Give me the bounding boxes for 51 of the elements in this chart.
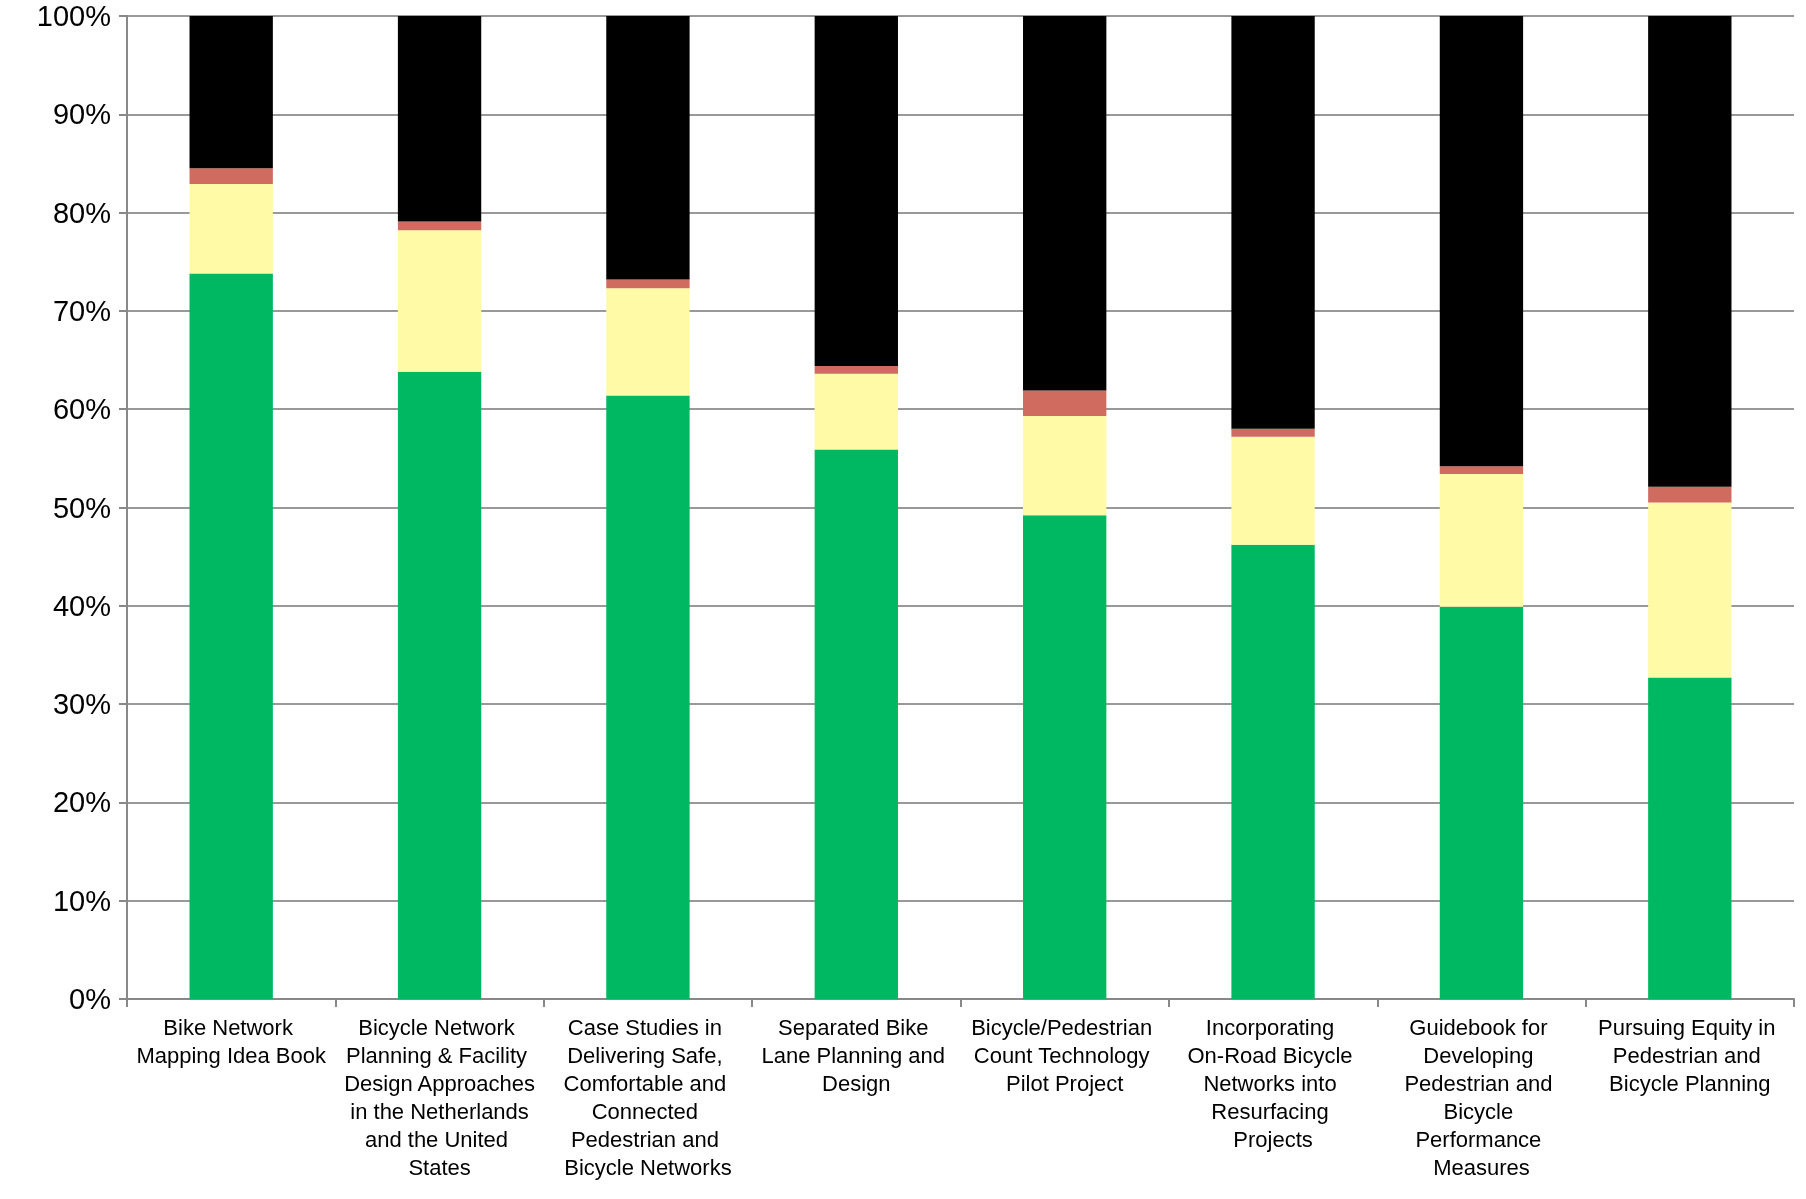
bar bbox=[1231, 16, 1315, 429]
y-tick-label: 90% bbox=[52, 98, 111, 131]
bar bbox=[1023, 416, 1107, 516]
y-tick-label: 40% bbox=[52, 589, 111, 622]
y-tick-label: 60% bbox=[52, 393, 111, 426]
y-tick-label: 0% bbox=[69, 983, 111, 1015]
bar bbox=[1439, 474, 1524, 607]
bar bbox=[606, 288, 690, 396]
bar bbox=[1648, 486, 1732, 503]
y-tick-label: 80% bbox=[52, 196, 111, 229]
y-tick-label: 20% bbox=[52, 786, 111, 819]
bar bbox=[814, 449, 898, 999]
x-tick-label: Bicycle Network Planning & Facility Design Approaches in the Netherlands and the United States bbox=[344, 1014, 535, 1180]
bar bbox=[814, 16, 898, 366]
bar bbox=[189, 16, 273, 169]
bar bbox=[1648, 16, 1732, 487]
bar bbox=[1231, 428, 1315, 437]
bar bbox=[814, 365, 898, 374]
bar bbox=[814, 373, 898, 450]
x-tick-label: Bike Network Mapping Idea Book bbox=[136, 1014, 327, 1068]
bar bbox=[397, 16, 482, 222]
x-tick-label: Separated Bike Lane Planning and Design bbox=[761, 1014, 952, 1096]
bar bbox=[606, 395, 690, 999]
bar bbox=[189, 168, 273, 185]
bar bbox=[397, 230, 482, 372]
bar bbox=[1023, 515, 1107, 999]
bar bbox=[1231, 544, 1315, 999]
x-tick-label: Incorporating On-Road Bicycle Networks into Resurfacing Projects bbox=[1187, 1014, 1359, 1152]
bar bbox=[1439, 16, 1524, 467]
x-tick-label: Pursuing Equity in Pedestrian and Bicycle Planning bbox=[1598, 1014, 1782, 1096]
y-tick-label: 30% bbox=[52, 688, 111, 721]
bar bbox=[1439, 466, 1524, 475]
x-tick-label: Bicycle/Pedestrian Count Technology Pilot Project bbox=[971, 1014, 1159, 1096]
y-tick-label: 70% bbox=[52, 294, 111, 327]
bar bbox=[1648, 677, 1732, 999]
bar bbox=[397, 221, 482, 231]
bar bbox=[189, 273, 273, 999]
x-tick-label: Guidebook for Developing Pedestrian and Bicycle Performance Measures bbox=[1404, 1014, 1559, 1180]
y-tick-label: 100% bbox=[36, 0, 111, 32]
y-tick-label: 10% bbox=[52, 884, 111, 917]
y-tick-label: 50% bbox=[52, 491, 111, 524]
bar bbox=[1023, 390, 1107, 417]
x-tick-label: Case Studies in Delivering Safe, Comfortable and Connected Pedestrian and Bicycle Networks bbox=[563, 1014, 733, 1180]
bar bbox=[1439, 606, 1524, 999]
bar bbox=[189, 184, 273, 274]
bar bbox=[606, 16, 690, 280]
bar bbox=[1231, 436, 1315, 545]
bar bbox=[397, 371, 482, 999]
bar bbox=[606, 279, 690, 289]
bar bbox=[1648, 502, 1732, 678]
bar bbox=[1023, 16, 1107, 391]
